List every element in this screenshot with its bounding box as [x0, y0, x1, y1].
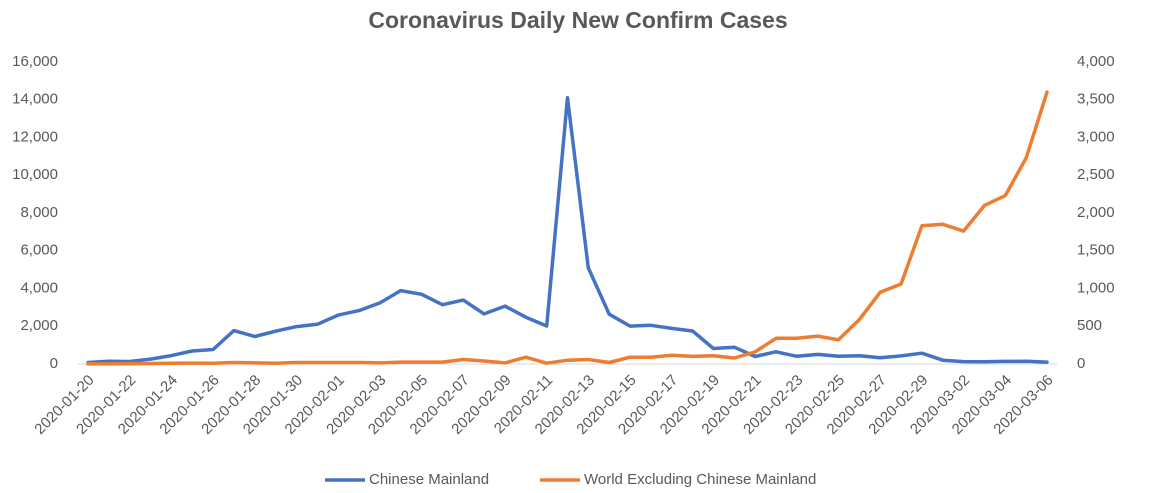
- y2-tick-label: 0: [1077, 355, 1085, 372]
- y-tick-label: 14,000: [12, 91, 58, 108]
- y2-tick-label: 2,500: [1077, 166, 1115, 183]
- legend-label: World Excluding Chinese Mainland: [584, 471, 816, 488]
- y-tick-label: 8,000: [20, 204, 58, 221]
- y-tick-label: 10,000: [12, 166, 58, 183]
- y2-tick-label: 3,500: [1077, 91, 1115, 108]
- y2-tick-label: 3,000: [1077, 128, 1115, 145]
- y-tick-label: 0: [50, 355, 58, 372]
- y2-tick-label: 1,000: [1077, 279, 1115, 296]
- y2-tick-label: 500: [1077, 317, 1102, 334]
- y2-tick-label: 2,000: [1077, 204, 1115, 221]
- series-line: [86, 90, 1049, 366]
- series-line: [86, 95, 1049, 365]
- y-tick-label: 16,000: [12, 53, 58, 70]
- y-tick-label: 12,000: [12, 128, 58, 145]
- y-tick-label: 2,000: [20, 317, 58, 334]
- legend-label: Chinese Mainland: [369, 471, 489, 488]
- y2-tick-label: 1,500: [1077, 242, 1115, 259]
- y-tick-label: 4,000: [20, 279, 58, 296]
- y-tick-label: 6,000: [20, 242, 58, 259]
- y2-tick-label: 4,000: [1077, 53, 1115, 70]
- chart-title: Coronavirus Daily New Confirm Cases: [368, 7, 787, 33]
